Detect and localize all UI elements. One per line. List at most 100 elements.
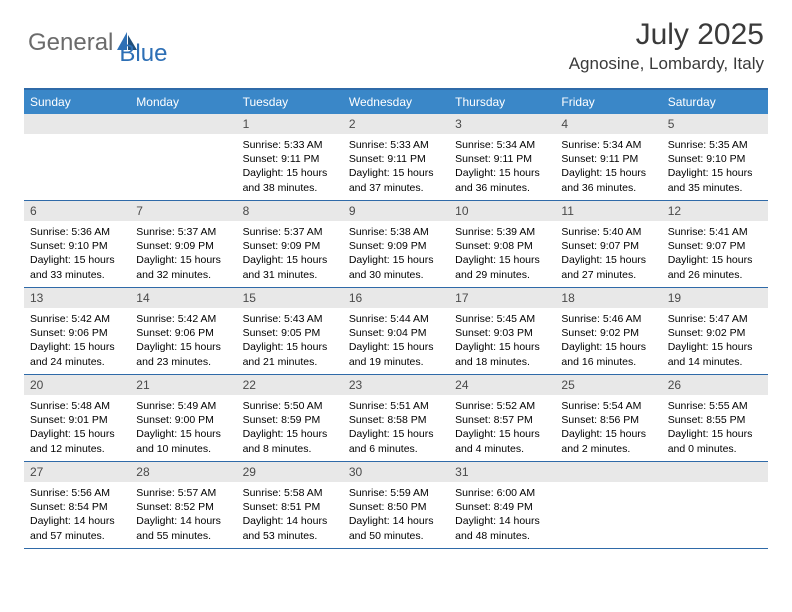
day-details: Sunrise: 5:41 AMSunset: 9:07 PMDaylight:…	[662, 221, 768, 286]
day-number: 9	[343, 201, 449, 221]
weekday-header: Monday	[130, 90, 236, 114]
day-number: 29	[237, 462, 343, 482]
day-cell: 1Sunrise: 5:33 AMSunset: 9:11 PMDaylight…	[237, 114, 343, 200]
title-block: July 2025 Agnosine, Lombardy, Italy	[569, 18, 764, 74]
day-details: Sunrise: 5:56 AMSunset: 8:54 PMDaylight:…	[24, 482, 130, 547]
day-number: 7	[130, 201, 236, 221]
day-details: Sunrise: 5:47 AMSunset: 9:02 PMDaylight:…	[662, 308, 768, 373]
week-row: 13Sunrise: 5:42 AMSunset: 9:06 PMDayligh…	[24, 288, 768, 375]
day-number: 8	[237, 201, 343, 221]
day-cell: 18Sunrise: 5:46 AMSunset: 9:02 PMDayligh…	[555, 288, 661, 374]
day-number: 2	[343, 114, 449, 134]
day-number: 5	[662, 114, 768, 134]
day-details: Sunrise: 5:55 AMSunset: 8:55 PMDaylight:…	[662, 395, 768, 460]
day-details: Sunrise: 5:57 AMSunset: 8:52 PMDaylight:…	[130, 482, 236, 547]
day-details: Sunrise: 5:43 AMSunset: 9:05 PMDaylight:…	[237, 308, 343, 373]
day-number: 19	[662, 288, 768, 308]
day-cell: 28Sunrise: 5:57 AMSunset: 8:52 PMDayligh…	[130, 462, 236, 548]
day-number: 23	[343, 375, 449, 395]
day-number: 31	[449, 462, 555, 482]
day-cell: 31Sunrise: 6:00 AMSunset: 8:49 PMDayligh…	[449, 462, 555, 548]
weekday-header: Saturday	[662, 90, 768, 114]
calendar-grid: SundayMondayTuesdayWednesdayThursdayFrid…	[24, 88, 768, 549]
day-cell: 16Sunrise: 5:44 AMSunset: 9:04 PMDayligh…	[343, 288, 449, 374]
day-details: Sunrise: 5:37 AMSunset: 9:09 PMDaylight:…	[237, 221, 343, 286]
day-details: Sunrise: 5:46 AMSunset: 9:02 PMDaylight:…	[555, 308, 661, 373]
day-cell: 22Sunrise: 5:50 AMSunset: 8:59 PMDayligh…	[237, 375, 343, 461]
week-row: 27Sunrise: 5:56 AMSunset: 8:54 PMDayligh…	[24, 462, 768, 549]
day-details: Sunrise: 5:54 AMSunset: 8:56 PMDaylight:…	[555, 395, 661, 460]
day-details: Sunrise: 5:48 AMSunset: 9:01 PMDaylight:…	[24, 395, 130, 460]
week-row: 6Sunrise: 5:36 AMSunset: 9:10 PMDaylight…	[24, 201, 768, 288]
day-cell: 8Sunrise: 5:37 AMSunset: 9:09 PMDaylight…	[237, 201, 343, 287]
day-number: 27	[24, 462, 130, 482]
day-details: Sunrise: 5:33 AMSunset: 9:11 PMDaylight:…	[237, 134, 343, 199]
day-cell: 9Sunrise: 5:38 AMSunset: 9:09 PMDaylight…	[343, 201, 449, 287]
empty-cell	[662, 462, 768, 548]
day-details: Sunrise: 5:34 AMSunset: 9:11 PMDaylight:…	[449, 134, 555, 199]
brand-logo: General Blue	[28, 18, 167, 68]
empty-daynum	[130, 114, 236, 134]
day-number: 28	[130, 462, 236, 482]
weekday-header-row: SundayMondayTuesdayWednesdayThursdayFrid…	[24, 90, 768, 114]
empty-daynum	[662, 462, 768, 482]
day-cell: 30Sunrise: 5:59 AMSunset: 8:50 PMDayligh…	[343, 462, 449, 548]
day-number: 30	[343, 462, 449, 482]
day-cell: 15Sunrise: 5:43 AMSunset: 9:05 PMDayligh…	[237, 288, 343, 374]
day-number: 20	[24, 375, 130, 395]
day-number: 10	[449, 201, 555, 221]
day-cell: 7Sunrise: 5:37 AMSunset: 9:09 PMDaylight…	[130, 201, 236, 287]
day-cell: 29Sunrise: 5:58 AMSunset: 8:51 PMDayligh…	[237, 462, 343, 548]
day-cell: 26Sunrise: 5:55 AMSunset: 8:55 PMDayligh…	[662, 375, 768, 461]
day-details: Sunrise: 5:45 AMSunset: 9:03 PMDaylight:…	[449, 308, 555, 373]
day-number: 16	[343, 288, 449, 308]
day-cell: 11Sunrise: 5:40 AMSunset: 9:07 PMDayligh…	[555, 201, 661, 287]
day-number: 3	[449, 114, 555, 134]
day-number: 13	[24, 288, 130, 308]
day-number: 17	[449, 288, 555, 308]
empty-daynum	[555, 462, 661, 482]
day-number: 22	[237, 375, 343, 395]
day-number: 1	[237, 114, 343, 134]
header: General Blue July 2025 Agnosine, Lombard…	[0, 0, 792, 82]
day-number: 26	[662, 375, 768, 395]
day-cell: 20Sunrise: 5:48 AMSunset: 9:01 PMDayligh…	[24, 375, 130, 461]
day-number: 12	[662, 201, 768, 221]
day-number: 24	[449, 375, 555, 395]
day-cell: 12Sunrise: 5:41 AMSunset: 9:07 PMDayligh…	[662, 201, 768, 287]
day-cell: 10Sunrise: 5:39 AMSunset: 9:08 PMDayligh…	[449, 201, 555, 287]
day-cell: 4Sunrise: 5:34 AMSunset: 9:11 PMDaylight…	[555, 114, 661, 200]
day-details: Sunrise: 5:34 AMSunset: 9:11 PMDaylight:…	[555, 134, 661, 199]
day-details: Sunrise: 5:42 AMSunset: 9:06 PMDaylight:…	[130, 308, 236, 373]
week-row: 1Sunrise: 5:33 AMSunset: 9:11 PMDaylight…	[24, 114, 768, 201]
day-details: Sunrise: 5:33 AMSunset: 9:11 PMDaylight:…	[343, 134, 449, 199]
weekday-header: Thursday	[449, 90, 555, 114]
day-number: 6	[24, 201, 130, 221]
day-number: 11	[555, 201, 661, 221]
week-row: 20Sunrise: 5:48 AMSunset: 9:01 PMDayligh…	[24, 375, 768, 462]
day-details: Sunrise: 5:51 AMSunset: 8:58 PMDaylight:…	[343, 395, 449, 460]
day-cell: 19Sunrise: 5:47 AMSunset: 9:02 PMDayligh…	[662, 288, 768, 374]
day-cell: 13Sunrise: 5:42 AMSunset: 9:06 PMDayligh…	[24, 288, 130, 374]
day-number: 14	[130, 288, 236, 308]
month-title: July 2025	[569, 18, 764, 52]
location-text: Agnosine, Lombardy, Italy	[569, 54, 764, 74]
weekday-header: Friday	[555, 90, 661, 114]
empty-cell	[24, 114, 130, 200]
day-cell: 14Sunrise: 5:42 AMSunset: 9:06 PMDayligh…	[130, 288, 236, 374]
empty-cell	[555, 462, 661, 548]
day-number: 18	[555, 288, 661, 308]
day-cell: 24Sunrise: 5:52 AMSunset: 8:57 PMDayligh…	[449, 375, 555, 461]
day-cell: 17Sunrise: 5:45 AMSunset: 9:03 PMDayligh…	[449, 288, 555, 374]
day-details: Sunrise: 5:40 AMSunset: 9:07 PMDaylight:…	[555, 221, 661, 286]
empty-daynum	[24, 114, 130, 134]
day-details: Sunrise: 5:58 AMSunset: 8:51 PMDaylight:…	[237, 482, 343, 547]
day-details: Sunrise: 5:42 AMSunset: 9:06 PMDaylight:…	[24, 308, 130, 373]
day-details: Sunrise: 5:39 AMSunset: 9:08 PMDaylight:…	[449, 221, 555, 286]
day-details: Sunrise: 5:59 AMSunset: 8:50 PMDaylight:…	[343, 482, 449, 547]
weekday-header: Sunday	[24, 90, 130, 114]
day-details: Sunrise: 5:38 AMSunset: 9:09 PMDaylight:…	[343, 221, 449, 286]
day-details: Sunrise: 5:37 AMSunset: 9:09 PMDaylight:…	[130, 221, 236, 286]
day-number: 21	[130, 375, 236, 395]
day-cell: 2Sunrise: 5:33 AMSunset: 9:11 PMDaylight…	[343, 114, 449, 200]
